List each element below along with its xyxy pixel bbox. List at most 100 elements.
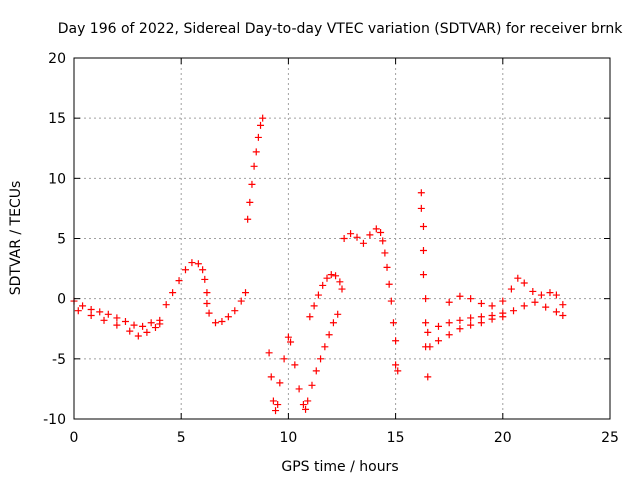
- series-track-f: [265, 333, 310, 415]
- data-point: [514, 274, 522, 282]
- series-track-l: [424, 298, 567, 336]
- data-point: [224, 313, 232, 321]
- data-point: [488, 315, 496, 323]
- data-point: [317, 355, 325, 363]
- data-point: [372, 225, 380, 233]
- data-point: [134, 332, 142, 340]
- series-track-c: [162, 259, 211, 309]
- data-point: [139, 322, 147, 330]
- data-point: [488, 302, 496, 310]
- data-point: [559, 301, 567, 309]
- data-point: [147, 319, 155, 327]
- data-point: [244, 215, 252, 223]
- data-series: [70, 114, 567, 415]
- data-point: [274, 401, 282, 409]
- data-point: [194, 260, 202, 268]
- x-tick-label: 15: [387, 430, 405, 446]
- data-point: [100, 316, 108, 324]
- data-point: [287, 338, 295, 346]
- data-point: [424, 373, 432, 381]
- data-point: [295, 385, 303, 393]
- data-point: [340, 235, 348, 242]
- series-track-h: [306, 271, 346, 321]
- data-point: [467, 321, 475, 329]
- data-point: [456, 325, 464, 333]
- grid-lines: [74, 58, 610, 419]
- data-point: [385, 280, 393, 288]
- x-axis-label: GPS time / hours: [281, 459, 398, 475]
- data-point: [306, 313, 314, 321]
- data-point: [323, 274, 331, 282]
- data-point: [434, 337, 442, 345]
- data-point: [383, 263, 391, 271]
- data-point: [104, 310, 112, 318]
- data-point: [304, 397, 312, 405]
- data-point: [456, 292, 464, 300]
- data-point: [510, 307, 518, 315]
- data-point: [205, 309, 213, 317]
- data-point: [276, 379, 284, 387]
- data-point: [377, 228, 385, 236]
- data-point: [422, 295, 430, 303]
- data-point: [520, 279, 528, 287]
- data-point: [299, 401, 307, 409]
- data-point: [203, 299, 211, 307]
- data-point: [347, 230, 355, 238]
- data-point: [162, 301, 170, 309]
- data-point: [257, 121, 265, 129]
- data-point: [113, 314, 121, 322]
- data-point: [477, 313, 485, 321]
- data-point: [381, 249, 389, 257]
- data-point: [389, 319, 397, 327]
- data-point: [419, 247, 427, 255]
- series-track-m: [426, 313, 507, 351]
- data-point: [231, 307, 239, 315]
- data-point: [546, 289, 554, 297]
- y-tick-label: 0: [57, 292, 66, 308]
- x-tick-label: 10: [279, 430, 297, 446]
- data-point: [552, 291, 560, 299]
- data-point: [265, 349, 273, 357]
- data-point: [269, 397, 277, 405]
- x-tick-label: 25: [601, 430, 619, 446]
- data-point: [445, 319, 453, 327]
- data-point: [379, 237, 387, 245]
- data-point: [542, 303, 550, 311]
- data-point: [467, 295, 475, 303]
- data-point: [272, 407, 280, 415]
- data-point: [499, 297, 507, 305]
- data-point: [181, 266, 189, 274]
- data-point: [302, 405, 310, 413]
- data-point: [267, 373, 275, 381]
- data-point: [310, 302, 318, 310]
- data-point: [531, 298, 539, 306]
- data-point: [169, 289, 177, 297]
- y-tick-label: 10: [48, 171, 66, 187]
- data-point: [394, 367, 402, 375]
- data-point: [338, 285, 346, 293]
- data-point: [130, 321, 138, 329]
- data-point: [327, 271, 335, 279]
- x-tick-label: 0: [70, 430, 79, 446]
- data-point: [353, 233, 361, 241]
- data-point: [477, 299, 485, 307]
- series-track-a: [70, 297, 164, 330]
- series-track-g: [304, 310, 342, 405]
- data-point: [434, 322, 442, 330]
- data-point: [417, 204, 425, 212]
- data-point: [507, 285, 515, 293]
- series-track-d: [205, 289, 250, 327]
- data-point: [212, 319, 220, 327]
- data-point: [242, 289, 250, 297]
- data-point: [113, 321, 121, 329]
- data-point: [252, 148, 260, 156]
- y-tick-label: 15: [48, 111, 66, 127]
- data-point: [314, 291, 322, 299]
- data-point: [280, 355, 288, 363]
- data-point: [325, 331, 333, 339]
- data-point: [445, 331, 453, 339]
- data-point: [96, 308, 104, 316]
- data-point: [291, 361, 299, 369]
- data-point: [79, 302, 87, 310]
